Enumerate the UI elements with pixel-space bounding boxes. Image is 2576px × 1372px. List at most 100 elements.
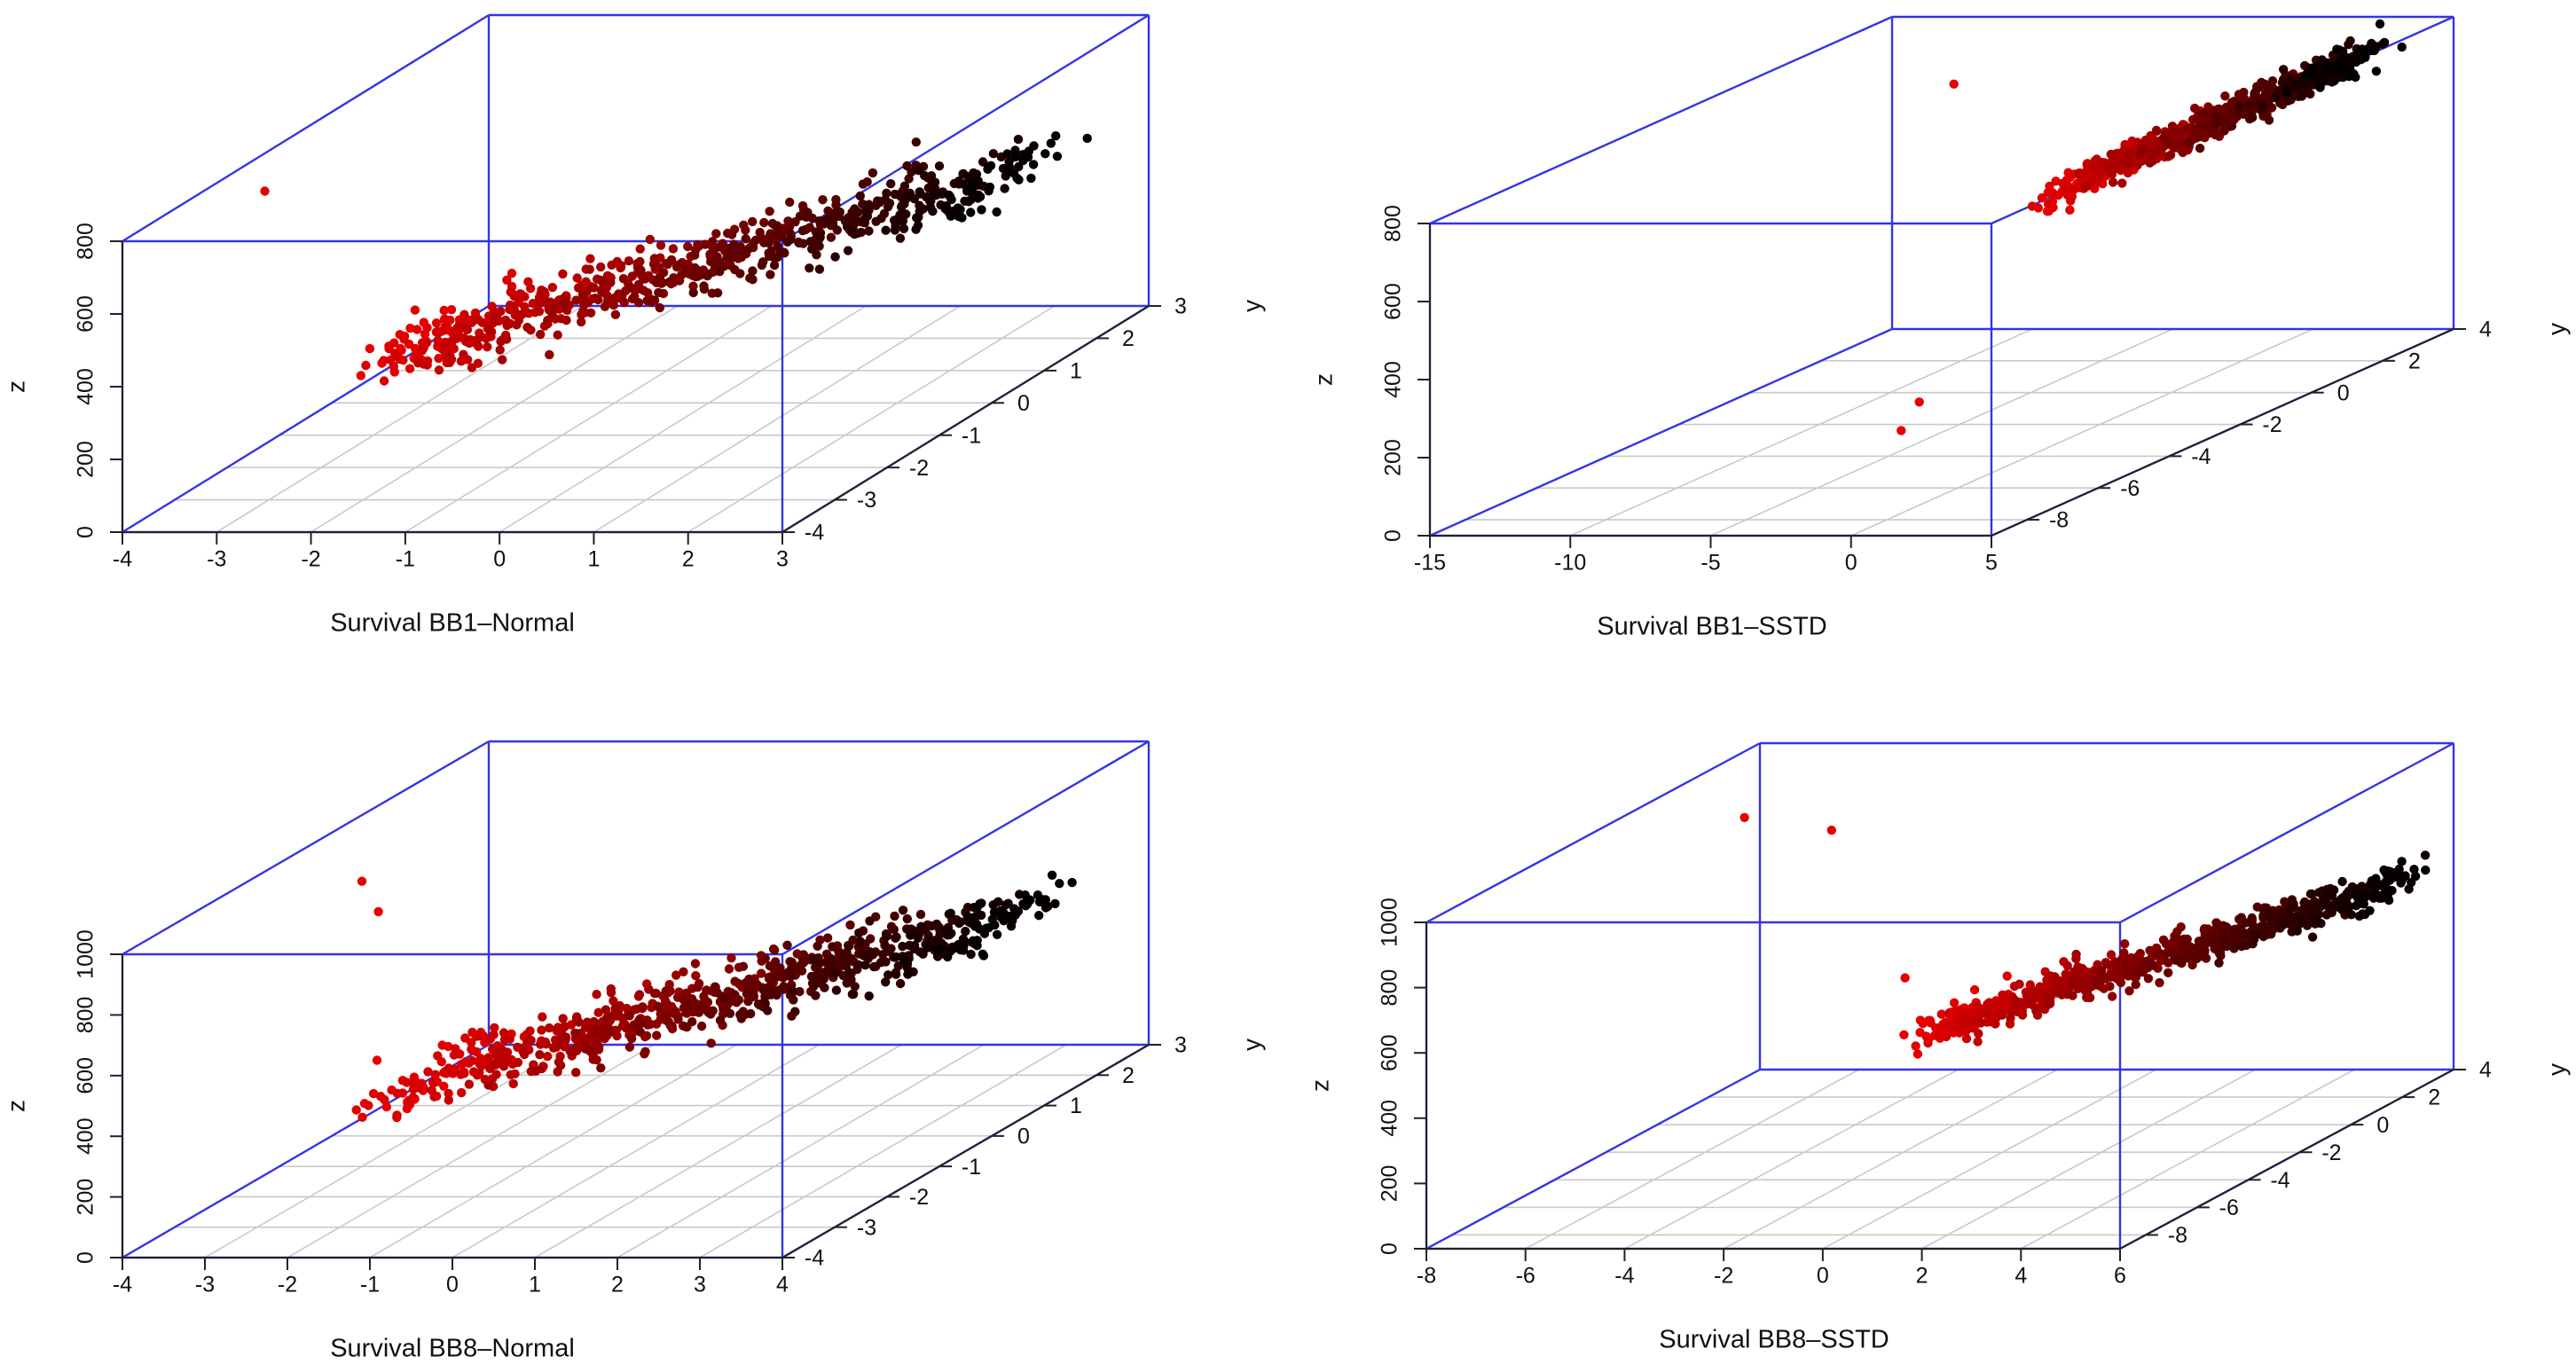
data-point <box>2375 19 2385 29</box>
x-tick-label: 4 <box>776 1273 789 1298</box>
data-point <box>589 1016 599 1027</box>
data-point <box>842 947 852 957</box>
data-point <box>2285 903 2295 913</box>
data-point <box>798 950 809 960</box>
z-tick-label: 800 <box>1378 969 1402 1007</box>
data-point <box>890 911 899 921</box>
data-point <box>2131 968 2140 977</box>
data-point <box>522 1038 532 1048</box>
data-point <box>2219 125 2229 135</box>
data-point <box>618 274 629 284</box>
data-point <box>2204 128 2215 138</box>
data-point <box>2070 967 2081 976</box>
data-point <box>1004 162 1015 172</box>
data-point <box>519 1049 530 1060</box>
data-point <box>593 1007 603 1017</box>
y-tick-label: -3 <box>857 1215 876 1240</box>
data-point <box>966 182 976 192</box>
data-point <box>2354 911 2364 921</box>
z-tick-label: 800 <box>1381 205 1406 242</box>
data-point <box>419 359 428 369</box>
data-point <box>883 202 893 212</box>
data-point <box>392 351 402 361</box>
data-point <box>502 275 512 285</box>
data-point <box>715 242 725 252</box>
data-point <box>779 984 789 994</box>
data-point <box>1949 79 1959 90</box>
data-point <box>2236 941 2247 952</box>
data-point <box>890 953 899 962</box>
data-point <box>765 961 775 971</box>
y-tick-label: -8 <box>2049 508 2069 533</box>
data-points <box>351 870 1077 1123</box>
data-point <box>2045 181 2054 192</box>
data-point <box>785 197 795 208</box>
data-point <box>619 297 629 308</box>
z-tick-label: 1000 <box>74 929 98 979</box>
data-point <box>691 271 701 282</box>
data-point <box>539 286 549 297</box>
data-point <box>1944 1009 1954 1019</box>
data-point <box>903 969 913 979</box>
data-point <box>2071 949 2081 960</box>
y-tick-label: -1 <box>962 423 981 448</box>
data-point <box>2250 89 2259 98</box>
data-point <box>738 961 749 971</box>
data-point <box>2307 932 2318 942</box>
box-edge <box>781 13 1150 243</box>
data-point <box>743 244 754 254</box>
data-point <box>772 221 782 231</box>
data-point <box>898 211 907 222</box>
data-point <box>2158 133 2169 143</box>
z-tick-label: 1000 <box>1378 898 1402 947</box>
data-point <box>2198 108 2208 119</box>
data-point <box>889 924 899 935</box>
data-point <box>2091 976 2101 986</box>
data-point <box>2344 40 2353 50</box>
data-point <box>934 944 945 954</box>
data-point <box>2209 937 2219 947</box>
data-point <box>627 294 638 304</box>
data-point <box>916 921 926 931</box>
data-point <box>741 225 750 235</box>
data-point <box>2124 986 2134 996</box>
data-point <box>410 1094 420 1104</box>
data-point <box>953 203 963 213</box>
panel-title: Survival BB8–Normal <box>330 1335 575 1363</box>
data-point <box>680 1022 691 1031</box>
data-point <box>571 1068 581 1078</box>
data-point <box>961 926 970 937</box>
data-point <box>570 1028 580 1039</box>
data-point <box>783 216 793 226</box>
data-point <box>1002 149 1012 159</box>
data-point <box>490 315 500 325</box>
y-tick-label: 3 <box>1174 1033 1187 1058</box>
data-point <box>2286 911 2296 921</box>
grid-line-x <box>404 305 773 533</box>
x-tick-label: -10 <box>1554 551 1586 576</box>
data-point <box>2190 953 2200 962</box>
data-point <box>437 1040 447 1050</box>
data-point <box>2108 177 2118 187</box>
data-point <box>2074 169 2085 180</box>
data-point <box>1958 1023 1967 1034</box>
data-point <box>2313 900 2322 910</box>
data-point <box>843 246 853 255</box>
data-point <box>593 1025 602 1035</box>
floor-grid <box>1429 328 2454 537</box>
data-point <box>634 990 645 1000</box>
data-point <box>512 320 522 330</box>
data-point <box>381 1102 391 1112</box>
y-axis-line <box>2119 1069 2454 1250</box>
box-edge <box>1429 15 1893 225</box>
data-point <box>726 953 736 963</box>
axes <box>110 240 1161 545</box>
x-tick-label: -15 <box>1414 551 1446 576</box>
data-point <box>428 1078 438 1087</box>
box-edge <box>122 740 490 956</box>
panel-title: Survival BB1–SSTD <box>1597 613 1827 641</box>
data-point <box>680 264 690 275</box>
data-point <box>1972 1001 1982 1011</box>
data-point <box>2371 890 2381 899</box>
data-point <box>2131 979 2140 990</box>
